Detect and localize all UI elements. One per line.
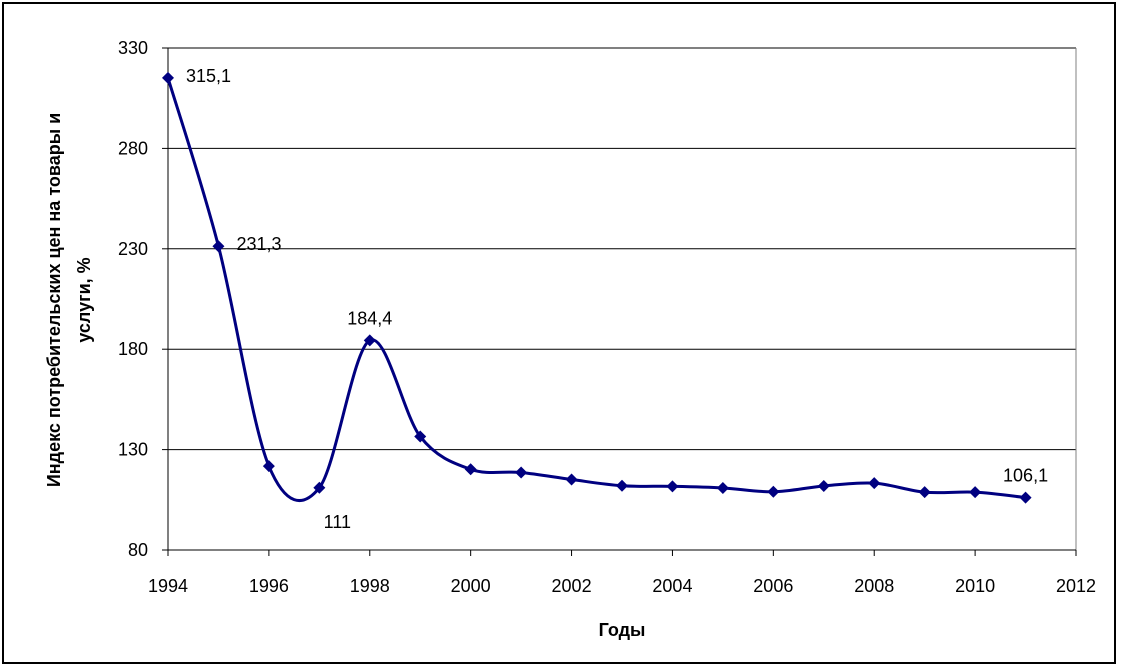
y-tick-labels: 80 130 180 230 280 330 [118,38,148,560]
data-point [918,486,931,499]
x-tick-label: 2008 [854,576,894,596]
data-labels: 315,1 231,3 111 184,4 106,1 [186,66,1048,532]
data-point [212,240,225,253]
y-axis-title-line-1: Индекс потребительских цен на товары и [44,113,64,487]
data-label: 231,3 [236,234,281,254]
data-label: 111 [324,512,351,532]
x-tick-label: 1998 [350,576,390,596]
x-tick-labels: 1994 1996 1998 2000 2002 2004 2006 2008 2010 2012 [148,576,1096,596]
x-tick-label: 2010 [955,576,995,596]
series-line [166,77,1026,503]
y-tick-label: 130 [118,440,148,460]
data-point [616,479,628,492]
x-axis-title: Годы [599,620,646,640]
gridlines [168,47,1076,451]
data-point [666,480,679,493]
data-point [716,481,729,494]
data-point [414,430,427,443]
axes [162,47,1077,556]
data-point [767,485,780,498]
data-point [262,460,275,473]
y-tick-label: 230 [118,239,148,259]
x-tick-label: 1996 [249,576,289,596]
data-point [969,486,982,499]
data-point [1019,491,1032,504]
x-tick-label: 2002 [552,576,592,596]
y-tick-label: 280 [118,138,148,158]
y-axis-title: Индекс потребительских цен на товары и у… [44,113,94,487]
data-point [313,481,326,494]
data-point [565,473,578,486]
x-tick-label: 2006 [753,576,793,596]
x-tick-label: 2012 [1056,576,1096,596]
data-point [515,466,528,479]
data-point [464,463,477,476]
series [162,71,1032,504]
data-label: 184,4 [347,308,392,328]
y-tick-label: 180 [118,339,148,359]
data-label: 106,1 [1003,466,1048,486]
data-point [363,334,376,347]
x-tick-label: 2004 [652,576,692,596]
x-tick-label: 2000 [451,576,491,596]
y-tick-label: 80 [128,540,148,560]
x-tick-label: 1994 [148,576,188,596]
y-tick-label: 330 [118,38,148,58]
data-point [868,477,881,490]
data-point [817,479,830,492]
y-axis-title-line-2: услуги, % [74,257,94,342]
data-point [162,71,174,84]
data-label: 315,1 [186,66,231,86]
